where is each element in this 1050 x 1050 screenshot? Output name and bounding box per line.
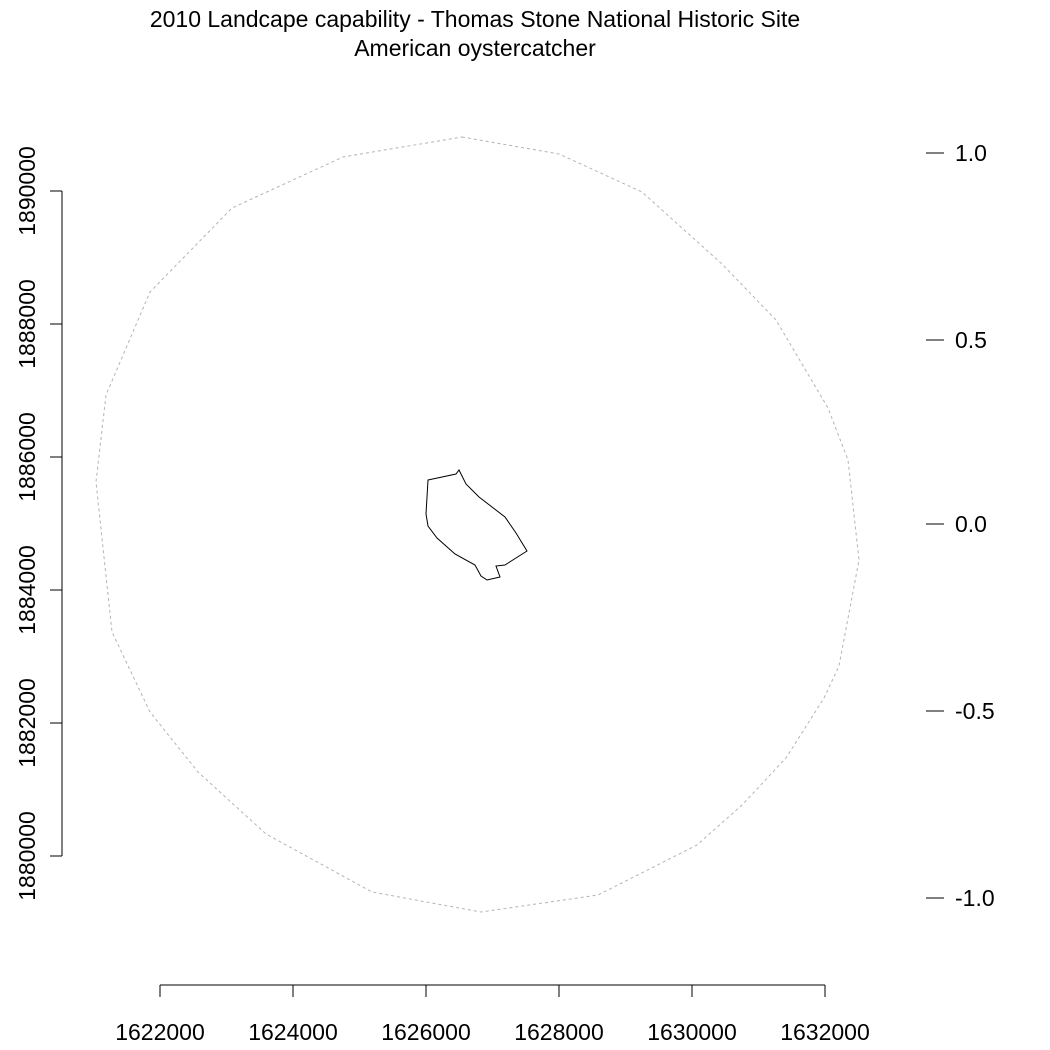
map-title: 2010 Landcape capability - Thomas Stone …	[150, 6, 800, 32]
scale-label: 0.0	[955, 511, 987, 537]
y-tick-label: 1886000	[14, 412, 40, 502]
y-tick-label: 1890000	[14, 146, 40, 236]
x-axis: 1622000 1624000 1626000 1628000 1630000 …	[115, 984, 870, 1045]
x-tick-label: 1624000	[248, 1019, 338, 1045]
x-tick-label: 1628000	[514, 1019, 604, 1045]
map-subtitle: American oystercatcher	[354, 35, 596, 61]
y-tick-label: 1884000	[14, 545, 40, 635]
y-tick-label: 1880000	[14, 811, 40, 901]
x-tick-label: 1632000	[780, 1019, 870, 1045]
scale-label: 0.5	[955, 327, 987, 353]
buffer-circle	[95, 136, 860, 913]
y-axis-left: 1880000 1882000 1884000 1886000 1888000 …	[14, 146, 63, 901]
x-tick-label: 1626000	[381, 1019, 471, 1045]
y-axis-right: -1.0 -0.5 0.0 0.5 1.0	[926, 140, 995, 911]
x-tick-label: 1622000	[115, 1019, 205, 1045]
scale-label: 1.0	[955, 140, 987, 166]
y-tick-label: 1888000	[14, 279, 40, 369]
x-tick-label: 1630000	[647, 1019, 737, 1045]
y-tick-label: 1882000	[14, 678, 40, 768]
scale-label: -1.0	[955, 885, 995, 911]
site-boundary	[425, 469, 528, 581]
scale-label: -0.5	[955, 698, 995, 724]
